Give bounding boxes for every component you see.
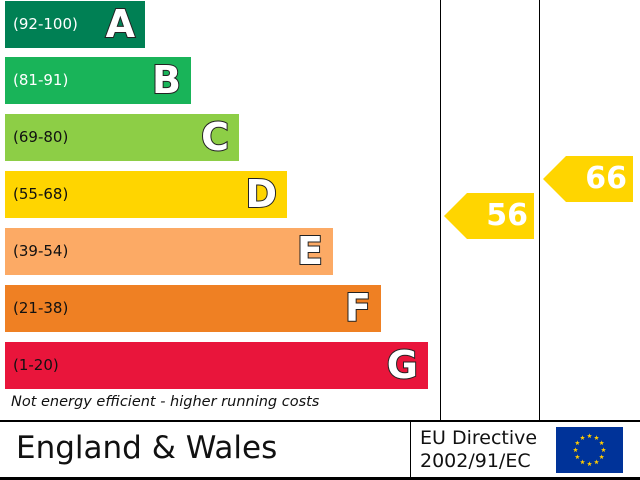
inefficient-note: Not energy efficient - higher running co… — [11, 394, 320, 410]
eu-star-icon — [594, 459, 599, 465]
eu-star-icon — [587, 461, 592, 467]
divider-footer — [0, 420, 640, 422]
band-e: (39-54) E — [5, 228, 333, 275]
eu-star-icon — [574, 454, 580, 460]
eu-star-icon — [580, 459, 585, 465]
eu-star-icon — [601, 447, 606, 453]
band-e-range: (39-54) — [13, 242, 69, 260]
current-arrow-shape — [444, 193, 534, 239]
eu-flag-icon — [556, 427, 623, 473]
band-a-range: (92-100) — [13, 15, 78, 33]
band-g-letter: G — [386, 342, 419, 388]
band-f-letter: F — [344, 285, 372, 331]
eu-star-icon — [573, 447, 578, 453]
divider-region-directive — [410, 421, 411, 478]
eu-star-icon — [580, 435, 585, 440]
band-f: (21-38) F — [5, 285, 381, 332]
band-b-letter: B — [151, 57, 182, 103]
divider-current-left — [440, 0, 441, 421]
band-g-range: (1-20) — [13, 356, 59, 374]
directive-label: EU Directive — [420, 427, 538, 449]
region-label: England & Wales — [16, 430, 278, 466]
potential-rating-arrow: 66 — [543, 156, 633, 202]
band-b-range: (81-91) — [13, 71, 69, 89]
current-rating-arrow: 56 — [444, 193, 534, 239]
band-c-range: (69-80) — [13, 128, 69, 146]
eu-star-icon — [599, 454, 605, 460]
band-c-letter: C — [200, 114, 230, 160]
directive-number: 2002/91/EC — [420, 450, 531, 472]
current-rating-value: 56 — [486, 198, 528, 233]
band-a-letter: A — [105, 1, 136, 47]
band-d-letter: D — [244, 171, 278, 217]
band-f-range: (21-38) — [13, 299, 69, 317]
eu-star-icon — [594, 435, 599, 440]
potential-arrow-shape — [543, 156, 633, 202]
band-d-range: (55-68) — [13, 185, 69, 203]
band-d: (55-68) D — [5, 171, 287, 218]
eu-star-icon — [574, 440, 580, 446]
potential-rating-value: 66 — [585, 161, 627, 196]
divider-bottom — [0, 477, 640, 480]
band-b: (81-91) B — [5, 57, 191, 104]
divider-potential-left — [539, 0, 540, 421]
band-a: (92-100) A — [5, 1, 145, 48]
band-c: (69-80) C — [5, 114, 239, 161]
band-e-letter: E — [296, 228, 324, 274]
eu-star-icon — [599, 440, 605, 446]
band-g: (1-20) G — [5, 342, 428, 389]
eu-star-icon — [587, 433, 592, 439]
